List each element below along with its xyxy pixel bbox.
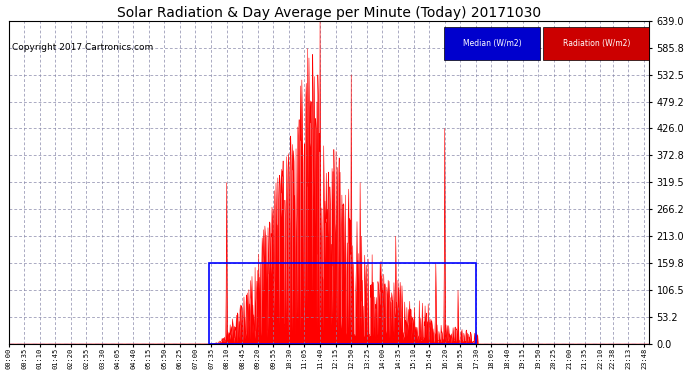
Text: Median (W/m2): Median (W/m2) [463, 39, 522, 48]
Bar [209, 263, 476, 344]
FancyBboxPatch shape [444, 27, 540, 60]
Text: Radiation (W/m2): Radiation (W/m2) [563, 39, 630, 48]
FancyBboxPatch shape [543, 27, 649, 60]
Text: Copyright 2017 Cartronics.com: Copyright 2017 Cartronics.com [12, 44, 153, 52]
Title: Solar Radiation & Day Average per Minute (Today) 20171030: Solar Radiation & Day Average per Minute… [117, 6, 541, 20]
